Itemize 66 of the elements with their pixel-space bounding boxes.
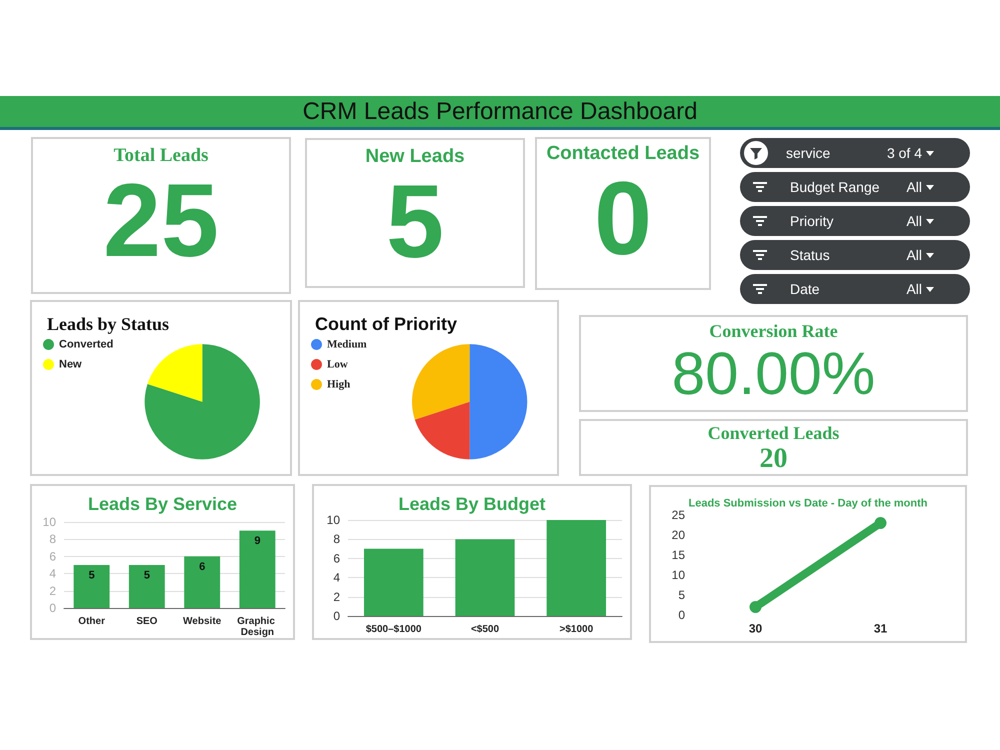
legend-label: New [59, 358, 82, 370]
text: Date [790, 281, 821, 297]
y-tick-label: 15 [672, 548, 686, 562]
text: Conversion Rate [709, 321, 838, 342]
data-label: 9 [254, 535, 260, 548]
text: All [906, 213, 922, 229]
legend-label: Low [327, 358, 348, 370]
text: Status [790, 247, 831, 263]
text: service [786, 145, 832, 161]
y-tick-label: 4 [49, 566, 56, 581]
y-tick-label: 0 [333, 609, 340, 623]
legend-label: High [327, 378, 350, 390]
text: All [906, 281, 922, 297]
x-tick-label: 30 [748, 622, 762, 636]
y-tick-label: 8 [49, 532, 56, 546]
text: Priority [790, 213, 835, 229]
bar [128, 565, 165, 608]
y-tick-label: 2 [333, 590, 340, 604]
y-tick-label: 10 [326, 513, 340, 527]
legend-label: Medium [327, 338, 367, 350]
text: 3 of 4 [886, 145, 922, 161]
text: All [906, 247, 922, 263]
text: Converted Leads [708, 423, 840, 444]
data-label: 6 [199, 560, 206, 573]
bar [239, 530, 276, 608]
y-tick-label: 0 [678, 608, 686, 622]
y-tick-label: 6 [333, 551, 340, 566]
y-tick-label: 4 [333, 570, 340, 585]
y-tick-label: 25 [672, 508, 686, 522]
text: New Leads [365, 146, 465, 168]
x-tick-label: Other [78, 616, 106, 627]
bar [364, 548, 424, 616]
chart-title: Count of Priority [315, 314, 457, 334]
y-tick-label: 10 [42, 515, 56, 529]
y-tick-label: 20 [672, 528, 686, 542]
text: Budget Range [790, 179, 881, 195]
bar [184, 556, 220, 608]
data-label: 5 [144, 570, 150, 582]
chart-title: Leads by Status [47, 314, 170, 334]
x-tick-label: $500–$1000 [366, 624, 422, 635]
y-tick-label: 10 [672, 568, 686, 582]
x-tick-label: >$1000 [560, 624, 594, 635]
x-tick-label: Website [183, 616, 222, 627]
text: Total Leads [114, 145, 208, 167]
text: CRM Leads Performance Dashboard [302, 98, 698, 126]
data-label: 5 [88, 570, 95, 582]
chart-title: Leads By Service [88, 494, 238, 514]
y-tick-label: 6 [49, 549, 56, 564]
chart-title: Leads Submission vs Date - Day of the month [688, 498, 928, 510]
legend-label: Converted [59, 338, 114, 350]
bar [546, 520, 606, 616]
x-tick-label: 31 [874, 622, 888, 636]
data-label: 20 [760, 443, 788, 474]
bar [74, 565, 110, 608]
x-tick-label: Graphic Design [237, 616, 278, 638]
chart-title: Leads By Budget [398, 494, 546, 514]
text: All [906, 179, 922, 195]
y-tick-label: 8 [333, 532, 340, 546]
y-tick-label: 2 [49, 584, 56, 598]
y-tick-label: 0 [49, 601, 56, 615]
x-tick-label: <$500 [470, 624, 500, 635]
x-tick-label: SEO [136, 616, 158, 627]
text: Contacted Leads [546, 143, 700, 165]
bar [455, 539, 515, 616]
y-tick-label: 5 [678, 588, 686, 602]
data-label: 80.00% [672, 340, 876, 407]
